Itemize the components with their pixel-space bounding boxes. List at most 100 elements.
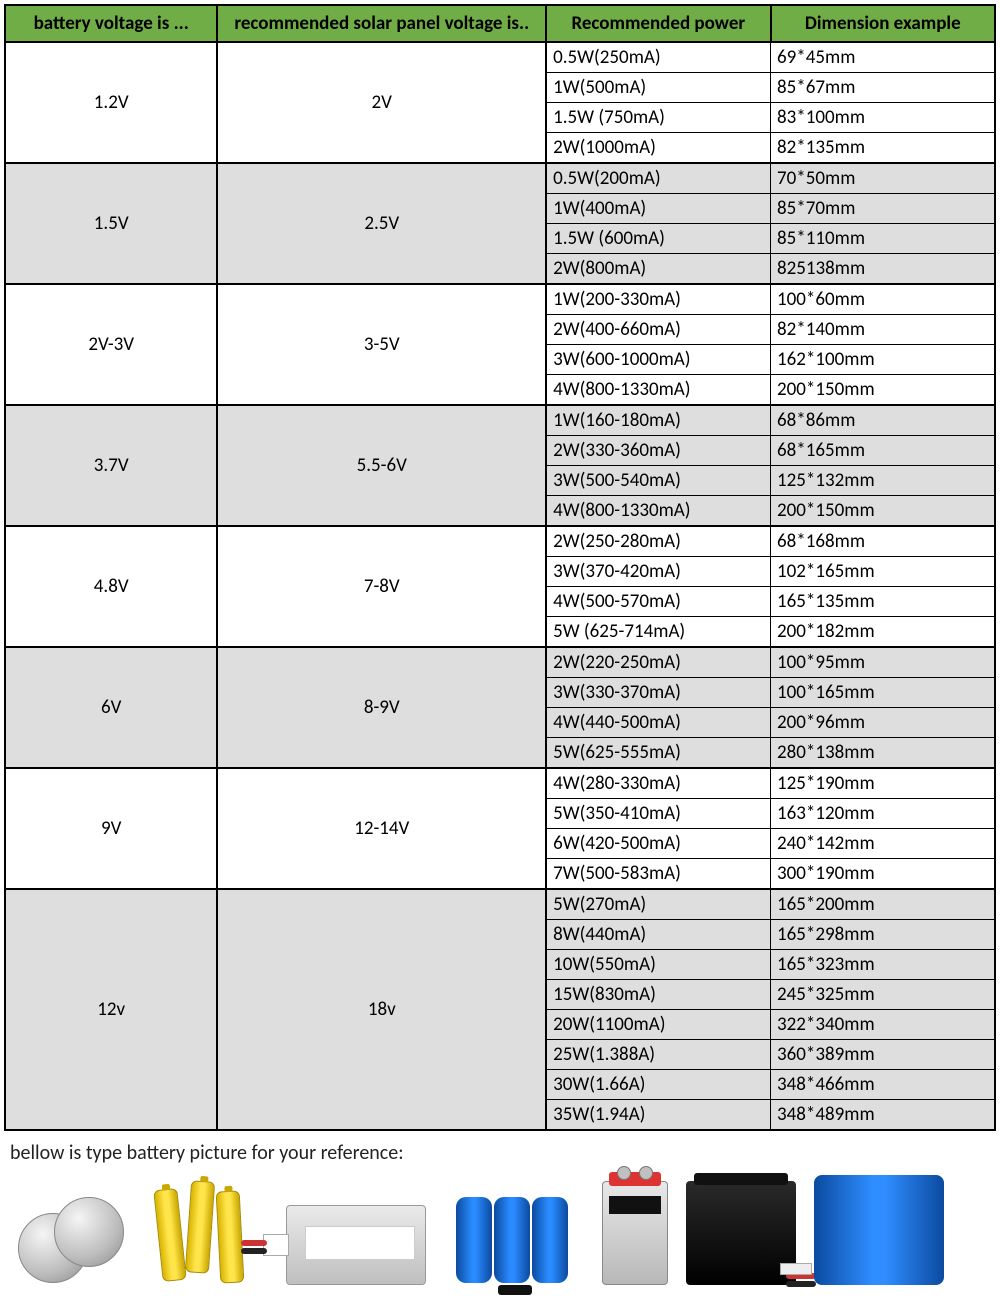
dimension-cell: 125*132mm: [771, 466, 995, 496]
power-cell: 0.5W(200mA): [546, 163, 770, 194]
power-cell: 7W(500-583mA): [546, 859, 770, 890]
18650-pack-icon: [444, 1195, 584, 1285]
dimension-cell: 280*138mm: [771, 738, 995, 769]
panel-voltage-cell: 2.5V: [217, 163, 546, 284]
power-cell: 10W(550mA): [546, 950, 770, 980]
power-cell: 1W(500mA): [546, 73, 770, 103]
power-cell: 2W(800mA): [546, 254, 770, 285]
dimension-cell: 100*95mm: [771, 647, 995, 678]
panel-voltage-cell: 12-14V: [217, 768, 546, 889]
dimension-cell: 68*165mm: [771, 436, 995, 466]
battery-voltage-cell: 1.2V: [5, 42, 217, 163]
power-cell: 2W(400-660mA): [546, 315, 770, 345]
power-cell: 2W(1000mA): [546, 133, 770, 164]
panel-voltage-cell: 7-8V: [217, 526, 546, 647]
power-cell: 5W (625-714mA): [546, 617, 770, 648]
battery-voltage-cell: 12v: [5, 889, 217, 1130]
battery-voltage-cell: 3.7V: [5, 405, 217, 526]
panel-voltage-cell: 8-9V: [217, 647, 546, 768]
dimension-cell: 348*489mm: [771, 1100, 995, 1131]
dimension-cell: 82*140mm: [771, 315, 995, 345]
dimension-cell: 165*298mm: [771, 920, 995, 950]
dimension-cell: 85*70mm: [771, 194, 995, 224]
power-cell: 1.5W (750mA): [546, 103, 770, 133]
panel-voltage-cell: 3-5V: [217, 284, 546, 405]
dimension-cell: 85*67mm: [771, 73, 995, 103]
power-cell: 2W(330-360mA): [546, 436, 770, 466]
power-cell: 4W(500-570mA): [546, 587, 770, 617]
dimension-cell: 102*165mm: [771, 557, 995, 587]
power-cell: 2W(250-280mA): [546, 526, 770, 557]
dimension-cell: 348*466mm: [771, 1070, 995, 1100]
power-cell: 15W(830mA): [546, 980, 770, 1010]
dimension-cell: 300*190mm: [771, 859, 995, 890]
col-header-3: Dimension example: [771, 5, 995, 42]
dimension-cell: 125*190mm: [771, 768, 995, 799]
power-cell: 4W(800-1330mA): [546, 496, 770, 527]
battery-voltage-cell: 9V: [5, 768, 217, 889]
power-cell: 4W(280-330mA): [546, 768, 770, 799]
power-cell: 4W(800-1330mA): [546, 375, 770, 406]
lipo-pouch-icon: [286, 1205, 426, 1285]
dimension-cell: 200*150mm: [771, 375, 995, 406]
power-cell: 30W(1.66A): [546, 1070, 770, 1100]
power-cell: 35W(1.94A): [546, 1100, 770, 1131]
power-cell: 3W(600-1000mA): [546, 345, 770, 375]
power-cell: 25W(1.388A): [546, 1040, 770, 1070]
power-cell: 1W(400mA): [546, 194, 770, 224]
battery-voltage-cell: 2V-3V: [5, 284, 217, 405]
power-cell: 2W(220-250mA): [546, 647, 770, 678]
dimension-cell: 240*142mm: [771, 829, 995, 859]
dimension-cell: 82*135mm: [771, 133, 995, 164]
power-cell: 5W(270mA): [546, 889, 770, 920]
dimension-cell: 200*182mm: [771, 617, 995, 648]
battery-voltage-cell: 4.8V: [5, 526, 217, 647]
power-cell: 6W(420-500mA): [546, 829, 770, 859]
dimension-cell: 163*120mm: [771, 799, 995, 829]
gallery-caption: bellow is type battery picture for your …: [10, 1141, 996, 1165]
dimension-cell: 322*340mm: [771, 1010, 995, 1040]
power-cell: 4W(440-500mA): [546, 708, 770, 738]
dimension-cell: 245*325mm: [771, 980, 995, 1010]
power-cell: 20W(1100mA): [546, 1010, 770, 1040]
dimension-cell: 165*135mm: [771, 587, 995, 617]
dimension-cell: 200*96mm: [771, 708, 995, 738]
battery-gallery: [4, 1171, 996, 1295]
coin-cell-icon: [10, 1195, 130, 1285]
power-cell: 1.5W (600mA): [546, 224, 770, 254]
power-cell: 3W(500-540mA): [546, 466, 770, 496]
9v-block-icon: [602, 1181, 668, 1285]
power-cell: 5W(350-410mA): [546, 799, 770, 829]
dimension-cell: 165*323mm: [771, 950, 995, 980]
dimension-cell: 68*168mm: [771, 526, 995, 557]
panel-voltage-cell: 5.5-6V: [217, 405, 546, 526]
dimension-cell: 70*50mm: [771, 163, 995, 194]
solar-battery-table: battery voltage is ...recommended solar …: [4, 4, 996, 1131]
power-cell: 3W(370-420mA): [546, 557, 770, 587]
dimension-cell: 200*150mm: [771, 496, 995, 527]
power-cell: 1W(160-180mA): [546, 405, 770, 436]
power-cell: 0.5W(250mA): [546, 42, 770, 73]
aa-nicd-icon: [148, 1175, 268, 1285]
dimension-cell: 85*110mm: [771, 224, 995, 254]
dimension-cell: 100*165mm: [771, 678, 995, 708]
battery-voltage-cell: 6V: [5, 647, 217, 768]
dimension-cell: 825138mm: [771, 254, 995, 285]
col-header-1: recommended solar panel voltage is..: [217, 5, 546, 42]
dimension-cell: 165*200mm: [771, 889, 995, 920]
dimension-cell: 100*60mm: [771, 284, 995, 315]
col-header-2: Recommended power: [546, 5, 770, 42]
power-cell: 3W(330-370mA): [546, 678, 770, 708]
power-cell: 8W(440mA): [546, 920, 770, 950]
panel-voltage-cell: 2V: [217, 42, 546, 163]
dimension-cell: 69*45mm: [771, 42, 995, 73]
power-cell: 1W(200-330mA): [546, 284, 770, 315]
power-cell: 5W(625-555mA): [546, 738, 770, 769]
panel-voltage-cell: 18v: [217, 889, 546, 1130]
dimension-cell: 83*100mm: [771, 103, 995, 133]
dimension-cell: 162*100mm: [771, 345, 995, 375]
dimension-cell: 68*86mm: [771, 405, 995, 436]
battery-voltage-cell: 1.5V: [5, 163, 217, 284]
col-header-0: battery voltage is ...: [5, 5, 217, 42]
dimension-cell: 360*389mm: [771, 1040, 995, 1070]
